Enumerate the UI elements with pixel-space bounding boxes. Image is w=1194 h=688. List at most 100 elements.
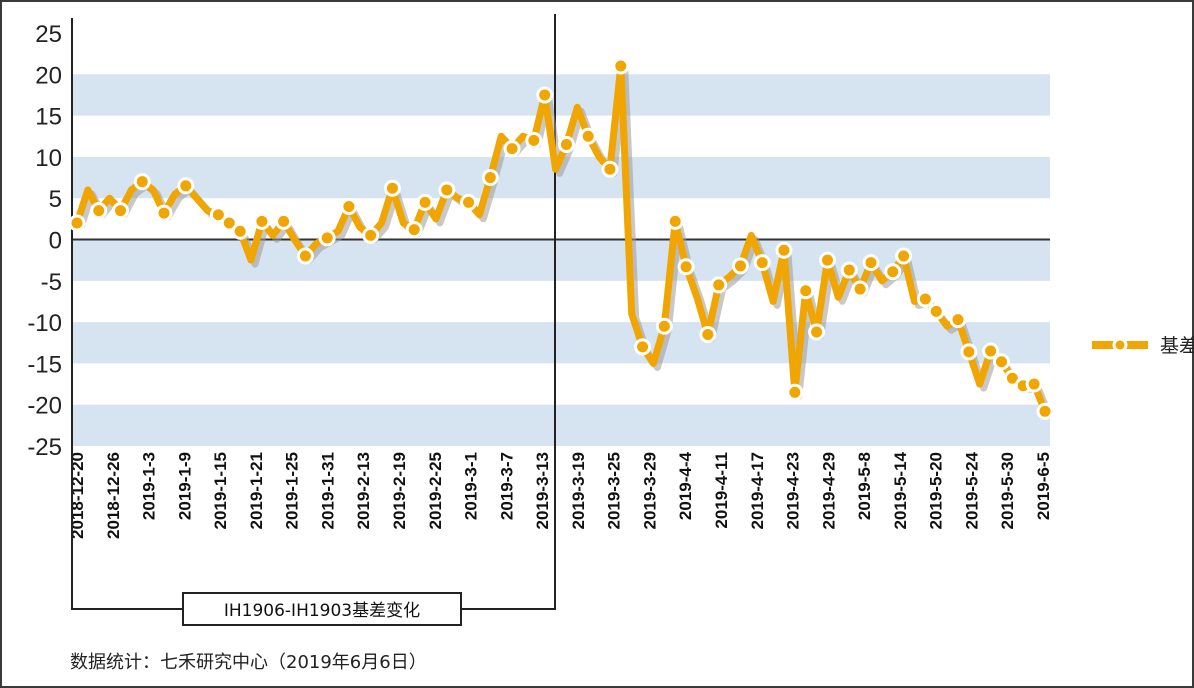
data-point [601, 160, 619, 178]
data-point [666, 212, 684, 230]
data-point [699, 325, 717, 343]
data-point [155, 204, 173, 222]
data-point [296, 247, 314, 265]
data-point [557, 136, 575, 154]
data-point [851, 280, 869, 298]
data-point [753, 254, 771, 272]
x-tick-label: 2019-3-19 [569, 452, 588, 530]
data-point [438, 181, 456, 199]
x-tick-label: 2019-5-8 [855, 452, 874, 520]
data-point [90, 202, 108, 220]
x-tick-label: 2019-3-29 [640, 452, 659, 530]
data-point [895, 247, 913, 265]
y-tick-label: -10 [27, 310, 62, 337]
data-point [579, 127, 597, 145]
annotation-label: IH1906-IH1903基差变化 [224, 601, 420, 621]
x-tick-label: 2019-4-29 [819, 452, 838, 530]
data-point [405, 221, 423, 239]
y-tick-label: 0 [49, 228, 62, 255]
x-tick-label: 2019-3-1 [462, 452, 481, 520]
x-tick-label: 2019-1-21 [247, 452, 266, 530]
data-point [112, 202, 130, 220]
y-tick-label: -5 [41, 269, 62, 296]
data-point [1036, 402, 1054, 420]
x-tick-label: 2019-6-5 [1034, 452, 1053, 520]
data-point [808, 323, 826, 341]
x-tick-label: 2019-4-23 [784, 452, 803, 530]
data-point [949, 311, 967, 329]
data-point [916, 290, 934, 308]
data-point [460, 193, 478, 211]
data-point [253, 212, 271, 230]
bracket-left [71, 18, 183, 610]
data-point [786, 383, 804, 401]
x-tick-label: 2019-5-20 [927, 452, 946, 530]
data-point [536, 86, 554, 104]
y-tick-label: 15 [35, 104, 62, 131]
data-point [634, 338, 652, 356]
data-point [68, 214, 86, 232]
x-tick-label: 2019-5-30 [998, 452, 1017, 530]
y-tick-label: 5 [49, 186, 62, 213]
series-jichai [68, 57, 1054, 420]
x-tick-label: 2019-1-3 [140, 452, 159, 520]
x-tick-label: 2019-1-9 [175, 452, 194, 520]
legend: 基差 [1092, 335, 1194, 357]
data-point [275, 212, 293, 230]
x-tick-label: 2019-5-24 [962, 451, 981, 529]
y-tick-label: 10 [35, 145, 62, 172]
x-tick-label: 2019-1-25 [283, 452, 302, 530]
data-point [655, 317, 673, 335]
data-point [982, 342, 1000, 360]
grid-band [72, 74, 1050, 116]
x-tick-label: 2018-12-20 [68, 452, 87, 539]
legend-marker-swatch [1112, 337, 1128, 353]
x-tick-label: 2019-3-25 [605, 452, 624, 530]
data-point [710, 276, 728, 294]
grid-band [72, 404, 1050, 446]
x-tick-label: 2019-2-13 [354, 452, 373, 530]
y-tick-label: 20 [35, 62, 62, 89]
data-point [481, 169, 499, 187]
data-point [209, 206, 227, 224]
x-tick-label: 2018-12-26 [104, 452, 123, 539]
x-tick-label: 2019-4-11 [712, 452, 731, 529]
data-point [960, 343, 978, 361]
annotation-box [182, 592, 462, 626]
y-tick-label: -20 [27, 393, 62, 420]
x-tick-label: 2019-4-17 [748, 452, 767, 530]
data-point [231, 222, 249, 240]
data-point [818, 251, 836, 269]
legend-label: 基差 [1160, 335, 1194, 357]
data-point [362, 226, 380, 244]
data-point [862, 254, 880, 272]
x-tick-label: 2019-2-19 [390, 452, 409, 530]
data-point [927, 302, 945, 320]
data-point [612, 57, 630, 75]
data-point [220, 214, 238, 232]
data-point [840, 261, 858, 279]
annotation-bracket [71, 14, 556, 610]
data-point [992, 353, 1010, 371]
x-tick-label: 2019-3-13 [533, 452, 552, 530]
x-tick-label: 2019-4-4 [676, 451, 695, 520]
data-point [177, 177, 195, 195]
y-tick-label: 25 [35, 21, 62, 48]
y-tick-label: -25 [27, 434, 62, 461]
footer-source: 数据统计：七禾研究中心（2019年6月6日） [70, 652, 427, 673]
x-tick-label: 2019-1-31 [318, 452, 337, 530]
x-tick-label: 2019-3-7 [497, 452, 516, 520]
x-tick-label: 2019-5-14 [891, 451, 910, 529]
background-bands [72, 74, 1050, 446]
data-point [503, 140, 521, 158]
data-point [1025, 375, 1043, 393]
data-point [525, 131, 543, 149]
data-point [677, 258, 695, 276]
y-axis-ticks: 25 20 15 10 5 0 -5 -10 -15 -20 -25 [27, 21, 62, 461]
data-point [340, 197, 358, 215]
y-tick-label: -15 [27, 351, 62, 378]
data-point [133, 173, 151, 191]
bracket-right [461, 14, 556, 610]
x-tick-label: 2019-1-15 [211, 452, 230, 530]
